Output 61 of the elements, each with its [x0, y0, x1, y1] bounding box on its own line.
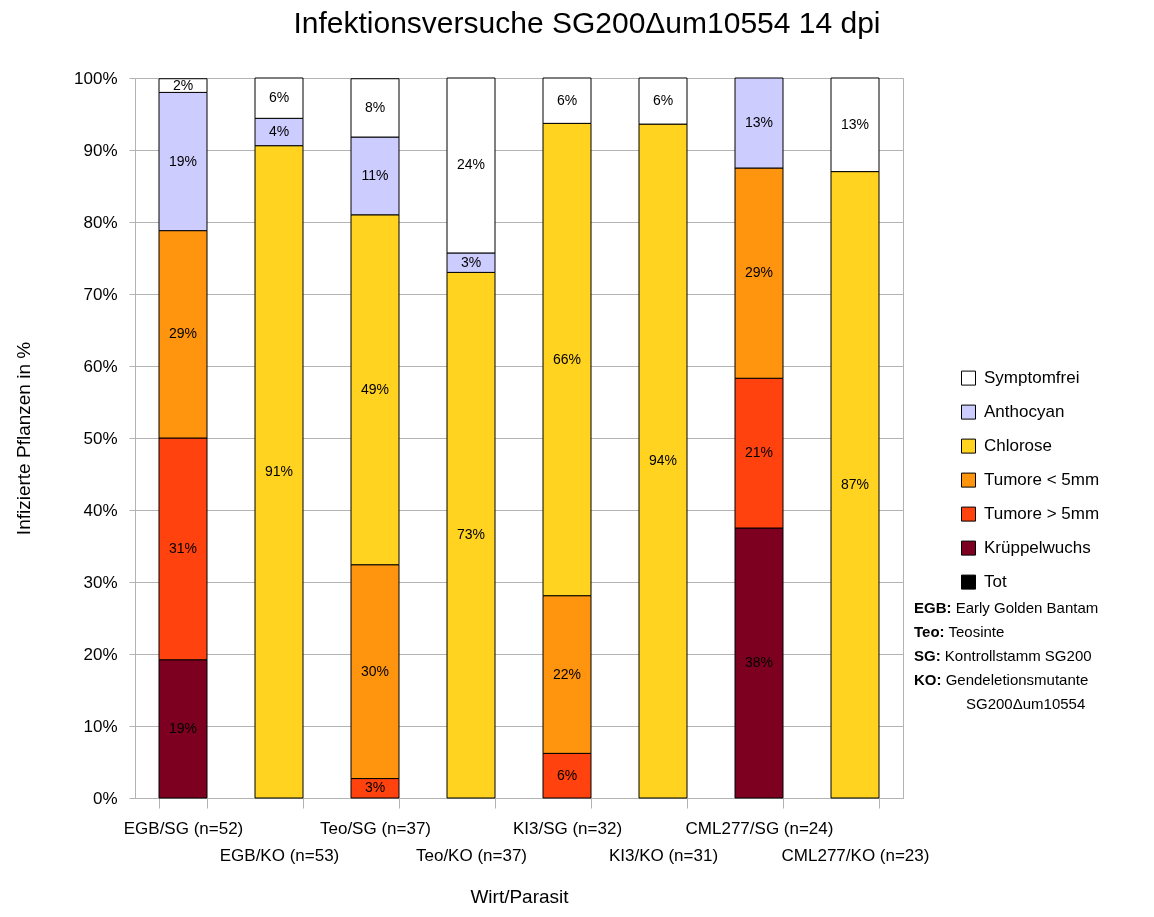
legend-label: Chlorose: [984, 436, 1053, 456]
legend-label: Anthocyan: [984, 402, 1065, 422]
y-tick-label: 80%: [83, 212, 118, 232]
text: SG: Kontrollstamm SG200: [914, 646, 1093, 666]
legend-label: Tumore > 5mm: [984, 504, 1100, 524]
data-label: 73%: [456, 526, 486, 543]
data-label: 4%: [268, 123, 290, 139]
data-label: 6%: [652, 92, 674, 109]
x-axis-title: Wirt/Parasit: [470, 885, 570, 907]
x-tick-label: CML277/SG (n=24): [685, 818, 834, 838]
y-tick-label: 70%: [83, 284, 118, 304]
legend-label: Krüppelwuchs: [984, 538, 1091, 558]
chart-title: Infektionsversuche SG200Δum10554 14 dpi: [293, 6, 881, 39]
text: KO: Gendeletionsmutante SG200Δum10554: [914, 670, 1090, 714]
data-label: 6%: [268, 89, 290, 106]
text: EGB: Early Golden Bantam: [914, 598, 1100, 618]
y-tick-label: 30%: [83, 572, 118, 592]
y-tick-label: 50%: [83, 428, 118, 448]
y-tick-label: 100%: [74, 68, 118, 88]
x-tick-label: Teo/KO (n=37): [415, 845, 528, 865]
data-label: 6%: [556, 91, 578, 108]
data-label: 94%: [648, 452, 678, 469]
data-label: 21%: [744, 444, 774, 461]
data-label: 13%: [840, 115, 870, 132]
x-tick-label: EGB/KO (n=53): [219, 845, 340, 865]
data-label: 11%: [361, 166, 389, 183]
data-label: 19%: [168, 719, 198, 736]
data-label: 6%: [556, 766, 578, 783]
y-tick-label: 90%: [83, 140, 118, 160]
y-axis-title: Infizierte Pflanzen in %: [13, 341, 35, 536]
data-label: 19%: [168, 152, 198, 169]
data-label: 3%: [364, 779, 386, 796]
legend-label: Tot: [984, 572, 1007, 592]
data-label: 3%: [460, 253, 482, 270]
data-label: 91%: [264, 462, 294, 479]
data-label: 29%: [168, 325, 198, 342]
data-label: 29%: [744, 264, 774, 281]
y-tick-label: 20%: [83, 644, 118, 664]
data-label: 31%: [168, 539, 198, 556]
x-tick-label: CML277/KO (n=23): [781, 845, 930, 865]
y-tick-label: 10%: [83, 716, 118, 736]
legend-label: Tumore < 5mm: [984, 470, 1100, 490]
data-label: 30%: [360, 662, 390, 679]
text: Teo: Teosinte: [914, 622, 1006, 642]
x-tick-label: Teo/SG (n=37): [319, 818, 432, 838]
data-label: 49%: [360, 380, 390, 397]
data-label: 38%: [744, 654, 774, 670]
y-tick-label: 0%: [92, 788, 118, 808]
y-tick-label: 60%: [83, 356, 118, 376]
data-label: 2%: [172, 76, 194, 93]
data-label: 13%: [744, 114, 774, 130]
x-tick-label: KI3/KO (n=31): [608, 845, 719, 865]
data-label: 24%: [456, 156, 486, 173]
x-tick-label: KI3/SG (n=32): [512, 818, 623, 838]
data-label: 87%: [840, 475, 870, 492]
y-tick-label: 40%: [83, 500, 118, 520]
data-label: 22%: [552, 665, 582, 682]
data-label: 8%: [364, 98, 386, 115]
legend-label: Symptomfrei: [984, 368, 1080, 388]
data-label: 66%: [552, 350, 582, 367]
x-tick-label: EGB/SG (n=52): [123, 818, 244, 838]
